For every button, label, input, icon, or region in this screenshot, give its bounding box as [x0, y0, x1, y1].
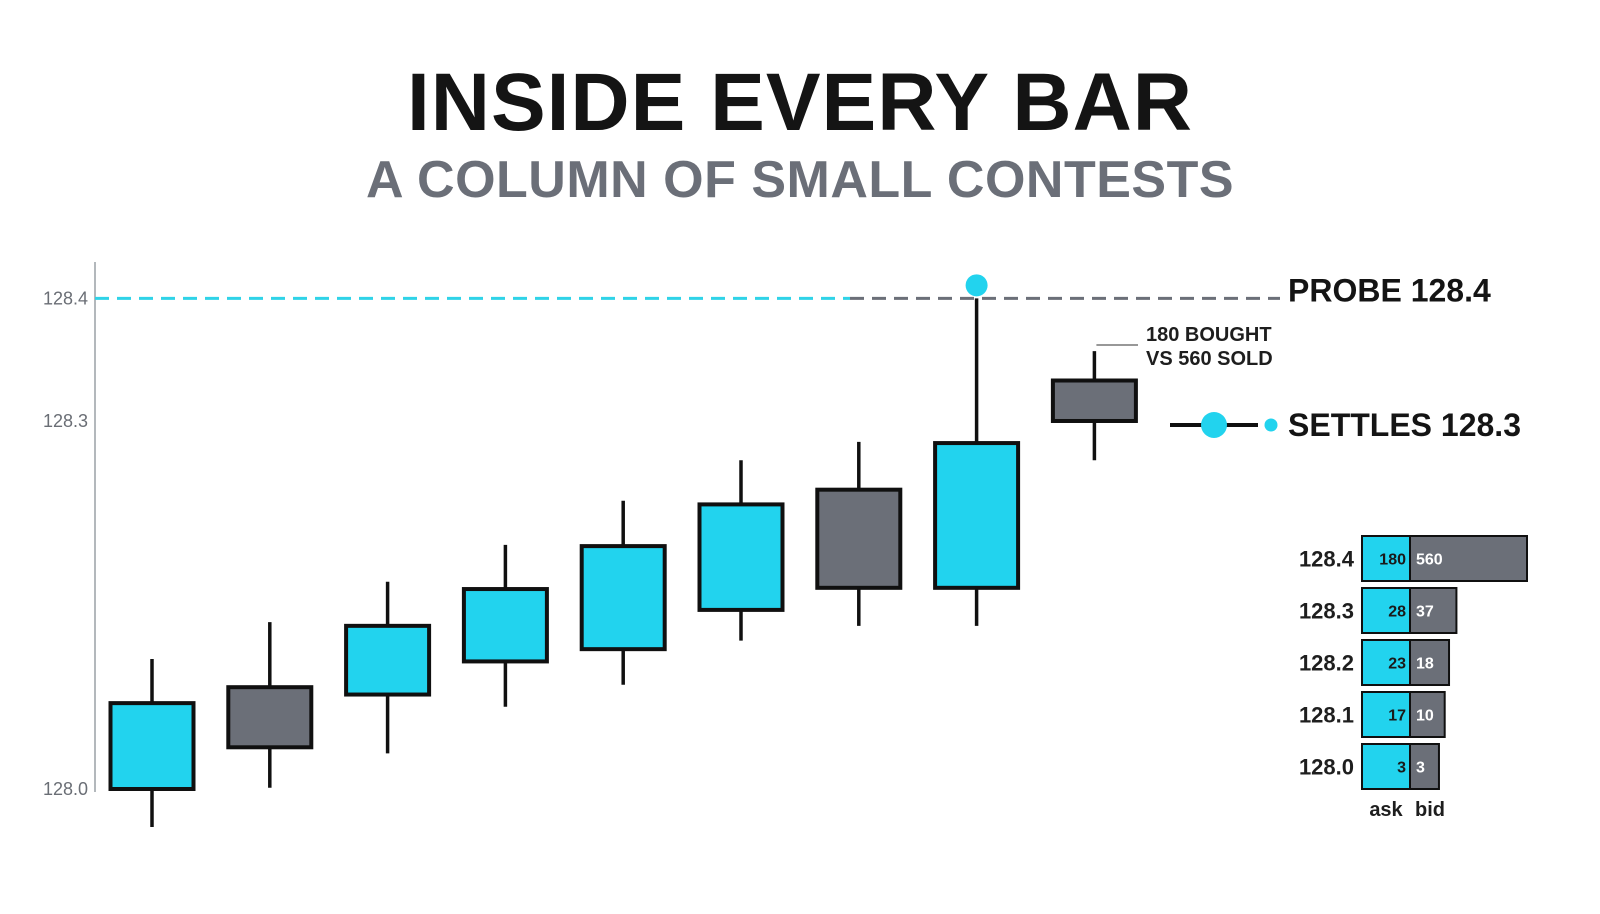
ask-cell	[1361, 639, 1411, 686]
ask-value: 17	[1388, 708, 1406, 725]
ask-value: 23	[1388, 656, 1406, 673]
bid-value: 10	[1416, 708, 1434, 725]
candle	[579, 500, 667, 685]
footprint-price: 128.0	[1299, 755, 1354, 780]
candle	[461, 544, 549, 707]
ask-cell	[1361, 587, 1411, 634]
chart-title: INSIDE EVERY BAR	[406, 57, 1194, 148]
bid-column-label: bid	[1415, 799, 1445, 821]
y-tick-label: 128.3	[43, 411, 88, 431]
candle	[344, 581, 432, 754]
probe-level	[95, 274, 1280, 300]
settle-label: SETTLES 128.3	[1288, 407, 1521, 443]
bid-cell	[1409, 639, 1451, 686]
settle-dot-small	[1264, 418, 1278, 432]
candle-body	[344, 623, 432, 697]
bid-value: 560	[1416, 552, 1443, 569]
footprint-price: 128.1	[1299, 703, 1354, 728]
candle-body	[697, 502, 785, 612]
bid-cell	[1409, 691, 1446, 738]
candle-body	[579, 544, 667, 652]
candle-body	[815, 487, 903, 590]
candle-body	[108, 701, 196, 791]
chart-subtitle: A COLUMN OF SMALL CONTESTS	[365, 151, 1235, 209]
ask-value: 28	[1388, 604, 1406, 621]
candle-body	[226, 685, 314, 750]
candle	[697, 460, 785, 641]
candle	[815, 441, 903, 626]
bid-value: 18	[1416, 656, 1434, 673]
candle-body	[1050, 378, 1138, 423]
bid-value: 37	[1416, 604, 1434, 621]
candle	[933, 298, 1021, 626]
y-tick-label: 128.4	[43, 288, 88, 308]
footprint-row: 128.4 180 560	[1299, 535, 1528, 582]
ask-value: 180	[1379, 552, 1406, 569]
y-tick-label: 128.0	[43, 779, 88, 799]
probe-dot	[965, 274, 988, 297]
settle-dot-large	[1201, 411, 1227, 438]
footprint-row: 128.0 3 3	[1299, 743, 1440, 790]
bid-cell	[1409, 535, 1528, 582]
candle-body	[461, 587, 549, 664]
candle	[108, 658, 196, 828]
annotation-line-2: VS 560 SOLD	[1146, 348, 1273, 370]
candles	[108, 298, 1138, 828]
footprint-row: 128.2 23 18	[1299, 639, 1451, 686]
footprint-row: 128.1 17 10	[1299, 691, 1446, 738]
candle-body	[933, 441, 1021, 590]
ask-cell	[1361, 691, 1411, 738]
bid-cell	[1409, 743, 1440, 790]
footprint-price: 128.3	[1299, 599, 1354, 624]
ask-column-label: ask	[1369, 799, 1403, 821]
callouts: PROBE 128.4 SETTLES 128.3 180 BOUGHT VS …	[1096, 272, 1521, 443]
candle	[1050, 351, 1138, 461]
annotation-line-1: 180 BOUGHT	[1146, 324, 1272, 346]
bid-cell	[1409, 587, 1458, 634]
footprint-row: 128.3 28 37	[1299, 587, 1458, 634]
footprint-price: 128.4	[1299, 547, 1355, 572]
footprint-price: 128.2	[1299, 651, 1354, 676]
candle	[226, 622, 314, 788]
ask-value: 3	[1397, 760, 1406, 777]
y-axis: 128.0 128.3 128.4	[43, 262, 96, 799]
bid-value: 3	[1416, 760, 1425, 777]
probe-label: PROBE 128.4	[1288, 272, 1491, 308]
